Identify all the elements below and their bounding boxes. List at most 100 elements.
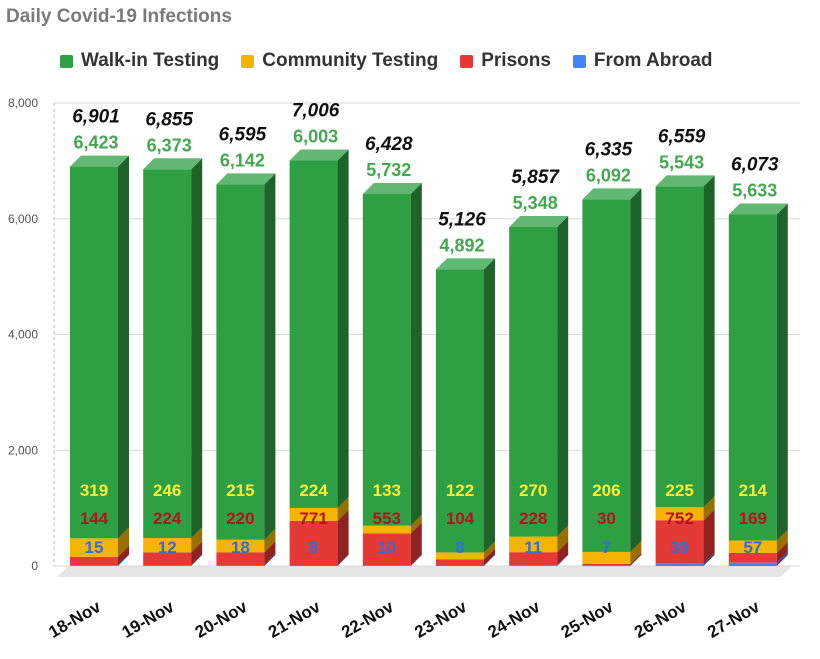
bar-segment: [509, 565, 558, 566]
bar-top-face: [143, 158, 203, 170]
y-tick-label: 2,000: [8, 443, 38, 457]
legend-item-walk-in: Walk-in Testing: [60, 50, 219, 72]
x-category-label: 25-Nov: [558, 597, 617, 642]
y-tick-label: 8,000: [8, 96, 38, 110]
x-category-label: 27-Nov: [704, 597, 763, 642]
bar-segment: [436, 565, 484, 567]
bar-segment: [655, 507, 704, 521]
walk-in-data-label: 6,423: [73, 133, 118, 153]
bar-segment: [728, 540, 777, 553]
bar-segment: [362, 565, 411, 566]
bar-segment-side: [410, 514, 422, 534]
bar-segment-side: [191, 158, 203, 539]
legend-swatch-abroad: [572, 54, 586, 68]
bar-segment: [70, 556, 118, 566]
bar-segment: [582, 199, 631, 552]
x-category-label: 18-Nov: [45, 597, 104, 642]
walk-in-data-label: 6,003: [293, 127, 338, 147]
walk-in-data-label: 6,142: [220, 150, 265, 170]
prisons-data-label: 104: [446, 509, 475, 528]
bar-segment-side: [191, 527, 203, 553]
total-data-label: 6,595: [219, 124, 267, 145]
bar-segment: [216, 564, 265, 566]
bar-top-face: [509, 216, 569, 228]
bar-segment: [143, 169, 192, 539]
bar-segment-side: [776, 529, 788, 553]
y-tick-label: 6,000: [8, 212, 38, 226]
legend-swatch-prisons: [460, 54, 474, 68]
bar-segment-side: [630, 188, 642, 552]
legend: Walk-in Testing Community Testing Prison…: [60, 50, 713, 72]
bar-top-face: [289, 149, 349, 161]
bar-segment-side: [118, 545, 129, 566]
legend-label-community: Community Testing: [262, 50, 439, 71]
bar-segment: [143, 552, 192, 566]
bar-segment: [216, 552, 265, 565]
bar-segment-side: [410, 182, 422, 526]
bar-segment: [362, 193, 411, 526]
bar-segment-side: [776, 541, 788, 563]
abroad-data-label: 12: [158, 538, 177, 557]
legend-item-community: Community Testing: [241, 50, 438, 72]
total-data-label: 5,857: [511, 167, 560, 188]
bar-segment: [655, 563, 704, 566]
bar-segment-side: [337, 509, 349, 566]
bar-segment: [143, 538, 192, 553]
bar-segment-side: [557, 525, 569, 553]
prisons-data-label: 224: [153, 509, 182, 528]
total-data-label: 6,559: [658, 126, 706, 147]
x-category-label: 26-Nov: [631, 597, 690, 642]
bar-segment: [509, 227, 558, 537]
abroad-data-label: 15: [85, 538, 104, 557]
walk-in-data-label: 5,732: [366, 160, 411, 180]
community-data-label: 215: [226, 481, 254, 500]
abroad-data-label: 10: [377, 538, 396, 557]
total-data-label: 6,335: [585, 139, 633, 160]
bar-segment-side: [484, 541, 495, 560]
abroad-data-label: 11: [524, 538, 542, 557]
total-data-label: 6,901: [72, 107, 120, 128]
bar-segment-side: [264, 528, 276, 553]
y-tick-label: 4,000: [8, 328, 38, 342]
community-data-label: 319: [80, 481, 108, 500]
bar-segment: [70, 166, 118, 539]
bar-segment: [289, 520, 338, 566]
bar-segment: [728, 562, 777, 566]
bar-segment-side: [484, 258, 495, 553]
bar-segment-side: [484, 554, 495, 566]
bar-segment: [289, 565, 338, 567]
x-category-label: 20-Nov: [192, 597, 251, 642]
x-category-label: 23-Nov: [411, 597, 470, 642]
bar-segment-side: [264, 173, 276, 540]
bar-top-face: [436, 258, 495, 270]
bar-segment: [509, 536, 558, 553]
bar-segment: [362, 533, 411, 566]
community-data-label: 214: [739, 481, 768, 500]
bar-segment-side: [703, 552, 715, 566]
community-data-label: 225: [665, 481, 693, 500]
prisons-data-label: 771: [299, 509, 327, 528]
chart-floor: [57, 566, 792, 577]
bar-segment: [289, 507, 338, 521]
legend-label-prisons: Prisons: [481, 50, 551, 71]
walk-in-data-label: 4,892: [439, 235, 484, 255]
bar-segment-side: [191, 541, 203, 566]
community-data-label: 246: [153, 481, 181, 500]
bar-segment: [655, 520, 704, 564]
prisons-data-label: 752: [665, 509, 693, 528]
bar-segment: [582, 565, 631, 567]
legend-item-prisons: Prisons: [460, 50, 551, 72]
walk-in-data-label: 5,633: [732, 181, 777, 201]
bar-top-face: [582, 188, 642, 200]
x-category-label: 19-Nov: [119, 597, 178, 642]
bar-segment-side: [118, 527, 129, 557]
bar-segment-side: [630, 540, 642, 564]
bar-segment-side: [118, 554, 129, 566]
total-data-label: 5,126: [438, 209, 486, 230]
total-data-label: 6,855: [145, 109, 193, 130]
bar-segment-side: [703, 496, 715, 521]
bar-segment: [436, 269, 484, 553]
total-data-label: 7,006: [292, 101, 340, 122]
bar-segment: [655, 186, 704, 508]
prisons-data-label: 220: [226, 509, 254, 528]
